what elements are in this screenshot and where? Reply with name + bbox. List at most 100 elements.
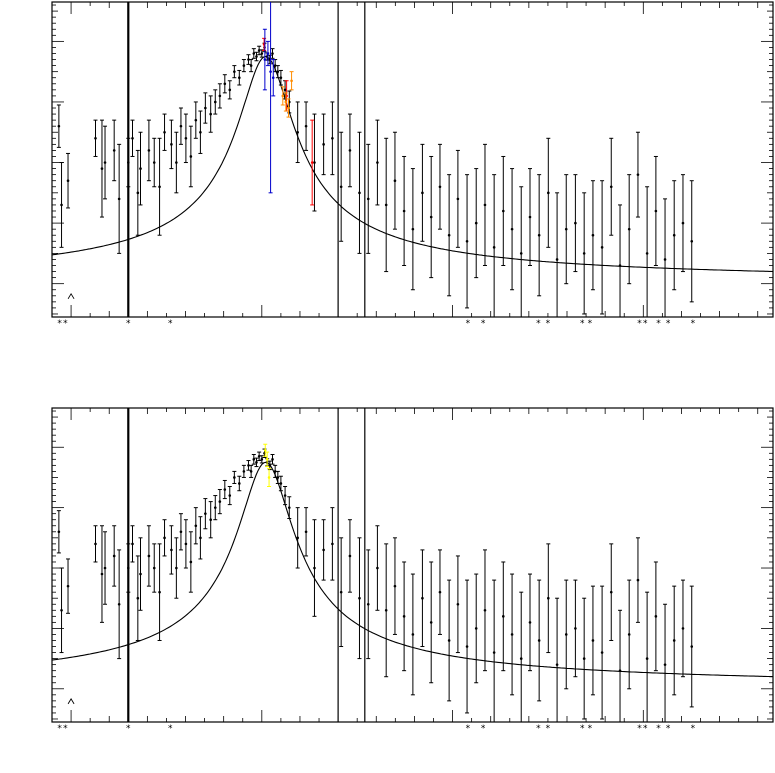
data-point xyxy=(547,596,550,600)
data-point xyxy=(600,246,604,249)
data-point xyxy=(117,197,121,201)
data-point xyxy=(163,130,166,134)
data-point xyxy=(257,49,261,52)
unconstrained-marker: * xyxy=(63,724,68,734)
data-point xyxy=(636,173,640,176)
data-point xyxy=(411,227,415,231)
data-point xyxy=(263,448,267,452)
data-point xyxy=(271,52,274,55)
unconstrained-marker: * xyxy=(588,319,593,329)
unconstrained-marker: * xyxy=(536,724,541,734)
data-point xyxy=(296,130,299,134)
data-point xyxy=(331,136,334,140)
data-point xyxy=(66,584,70,588)
unconstrained-marker: * xyxy=(656,319,661,329)
data-point xyxy=(204,512,207,515)
data-point xyxy=(147,149,151,152)
data-point xyxy=(339,185,343,189)
data-point xyxy=(402,209,406,213)
series-Z xyxy=(280,71,294,118)
data-point xyxy=(209,112,212,116)
data-point xyxy=(117,602,121,606)
unconstrained-marker: * xyxy=(656,724,661,734)
data-point xyxy=(136,596,140,600)
data-point xyxy=(179,124,183,128)
data-point xyxy=(447,639,451,642)
data-point xyxy=(582,252,586,255)
data-point xyxy=(438,590,442,594)
data-point xyxy=(269,70,272,73)
unconstrained-marker: * xyxy=(63,319,68,329)
data-point xyxy=(654,209,658,213)
data-point xyxy=(112,554,116,558)
data-point xyxy=(163,536,166,540)
data-point xyxy=(492,651,496,654)
data-point xyxy=(112,149,116,152)
data-point xyxy=(100,572,104,576)
data-point xyxy=(255,55,258,58)
data-point xyxy=(252,458,256,461)
data-point xyxy=(663,663,667,666)
data-point xyxy=(304,124,308,128)
data-point xyxy=(690,645,694,648)
data-point xyxy=(260,52,264,55)
data-point xyxy=(194,524,198,528)
data-point xyxy=(510,633,514,636)
data-point xyxy=(645,657,649,660)
unconstrained-marker: * xyxy=(588,724,593,734)
data-point xyxy=(267,476,271,479)
data-point xyxy=(213,506,217,509)
data-point xyxy=(465,645,469,648)
data-point xyxy=(384,608,388,612)
data-point xyxy=(242,470,246,473)
data-point xyxy=(322,143,325,146)
data-point xyxy=(672,639,676,642)
data-point xyxy=(313,161,316,164)
unconstrained-marker: * xyxy=(168,319,173,329)
data-point xyxy=(279,76,283,80)
unconstrained-marker: * xyxy=(691,319,696,329)
unconstrained-marker: * xyxy=(546,724,551,734)
data-point xyxy=(268,464,272,467)
data-point xyxy=(170,548,173,552)
data-point xyxy=(290,79,293,83)
data-point xyxy=(179,530,183,534)
data-point xyxy=(310,161,314,164)
data-point xyxy=(247,464,250,467)
data-point xyxy=(252,52,256,55)
data-point xyxy=(57,124,61,128)
data-point xyxy=(94,136,97,140)
data-point xyxy=(672,233,676,237)
data-point xyxy=(265,458,269,461)
data-point xyxy=(510,227,514,231)
data-point xyxy=(627,633,631,636)
data-point xyxy=(609,185,613,189)
data-point xyxy=(474,627,478,630)
unconstrained-marker: * xyxy=(466,724,471,734)
data-point xyxy=(126,566,130,570)
data-point xyxy=(555,258,559,261)
data-point xyxy=(483,608,487,612)
plot-area xyxy=(52,408,773,722)
unconstrained-marker: * xyxy=(536,319,541,329)
unconstrained-marker: * xyxy=(481,319,486,329)
data-point xyxy=(175,566,178,570)
data-point xyxy=(266,52,270,55)
data-point xyxy=(147,554,151,558)
data-point xyxy=(279,482,283,485)
data-point xyxy=(131,136,134,140)
unconstrained-marker: * xyxy=(637,319,642,329)
series-O xyxy=(56,42,694,317)
data-point xyxy=(66,179,70,183)
data-point xyxy=(591,639,595,642)
data-point xyxy=(199,536,202,540)
data-point xyxy=(528,621,532,624)
data-point xyxy=(456,197,460,201)
data-point xyxy=(690,239,694,243)
data-point xyxy=(100,167,104,170)
data-point xyxy=(257,455,261,458)
series-O xyxy=(56,448,694,722)
unconstrained-marker: * xyxy=(466,319,471,329)
data-point xyxy=(483,203,487,207)
data-point xyxy=(681,627,685,630)
